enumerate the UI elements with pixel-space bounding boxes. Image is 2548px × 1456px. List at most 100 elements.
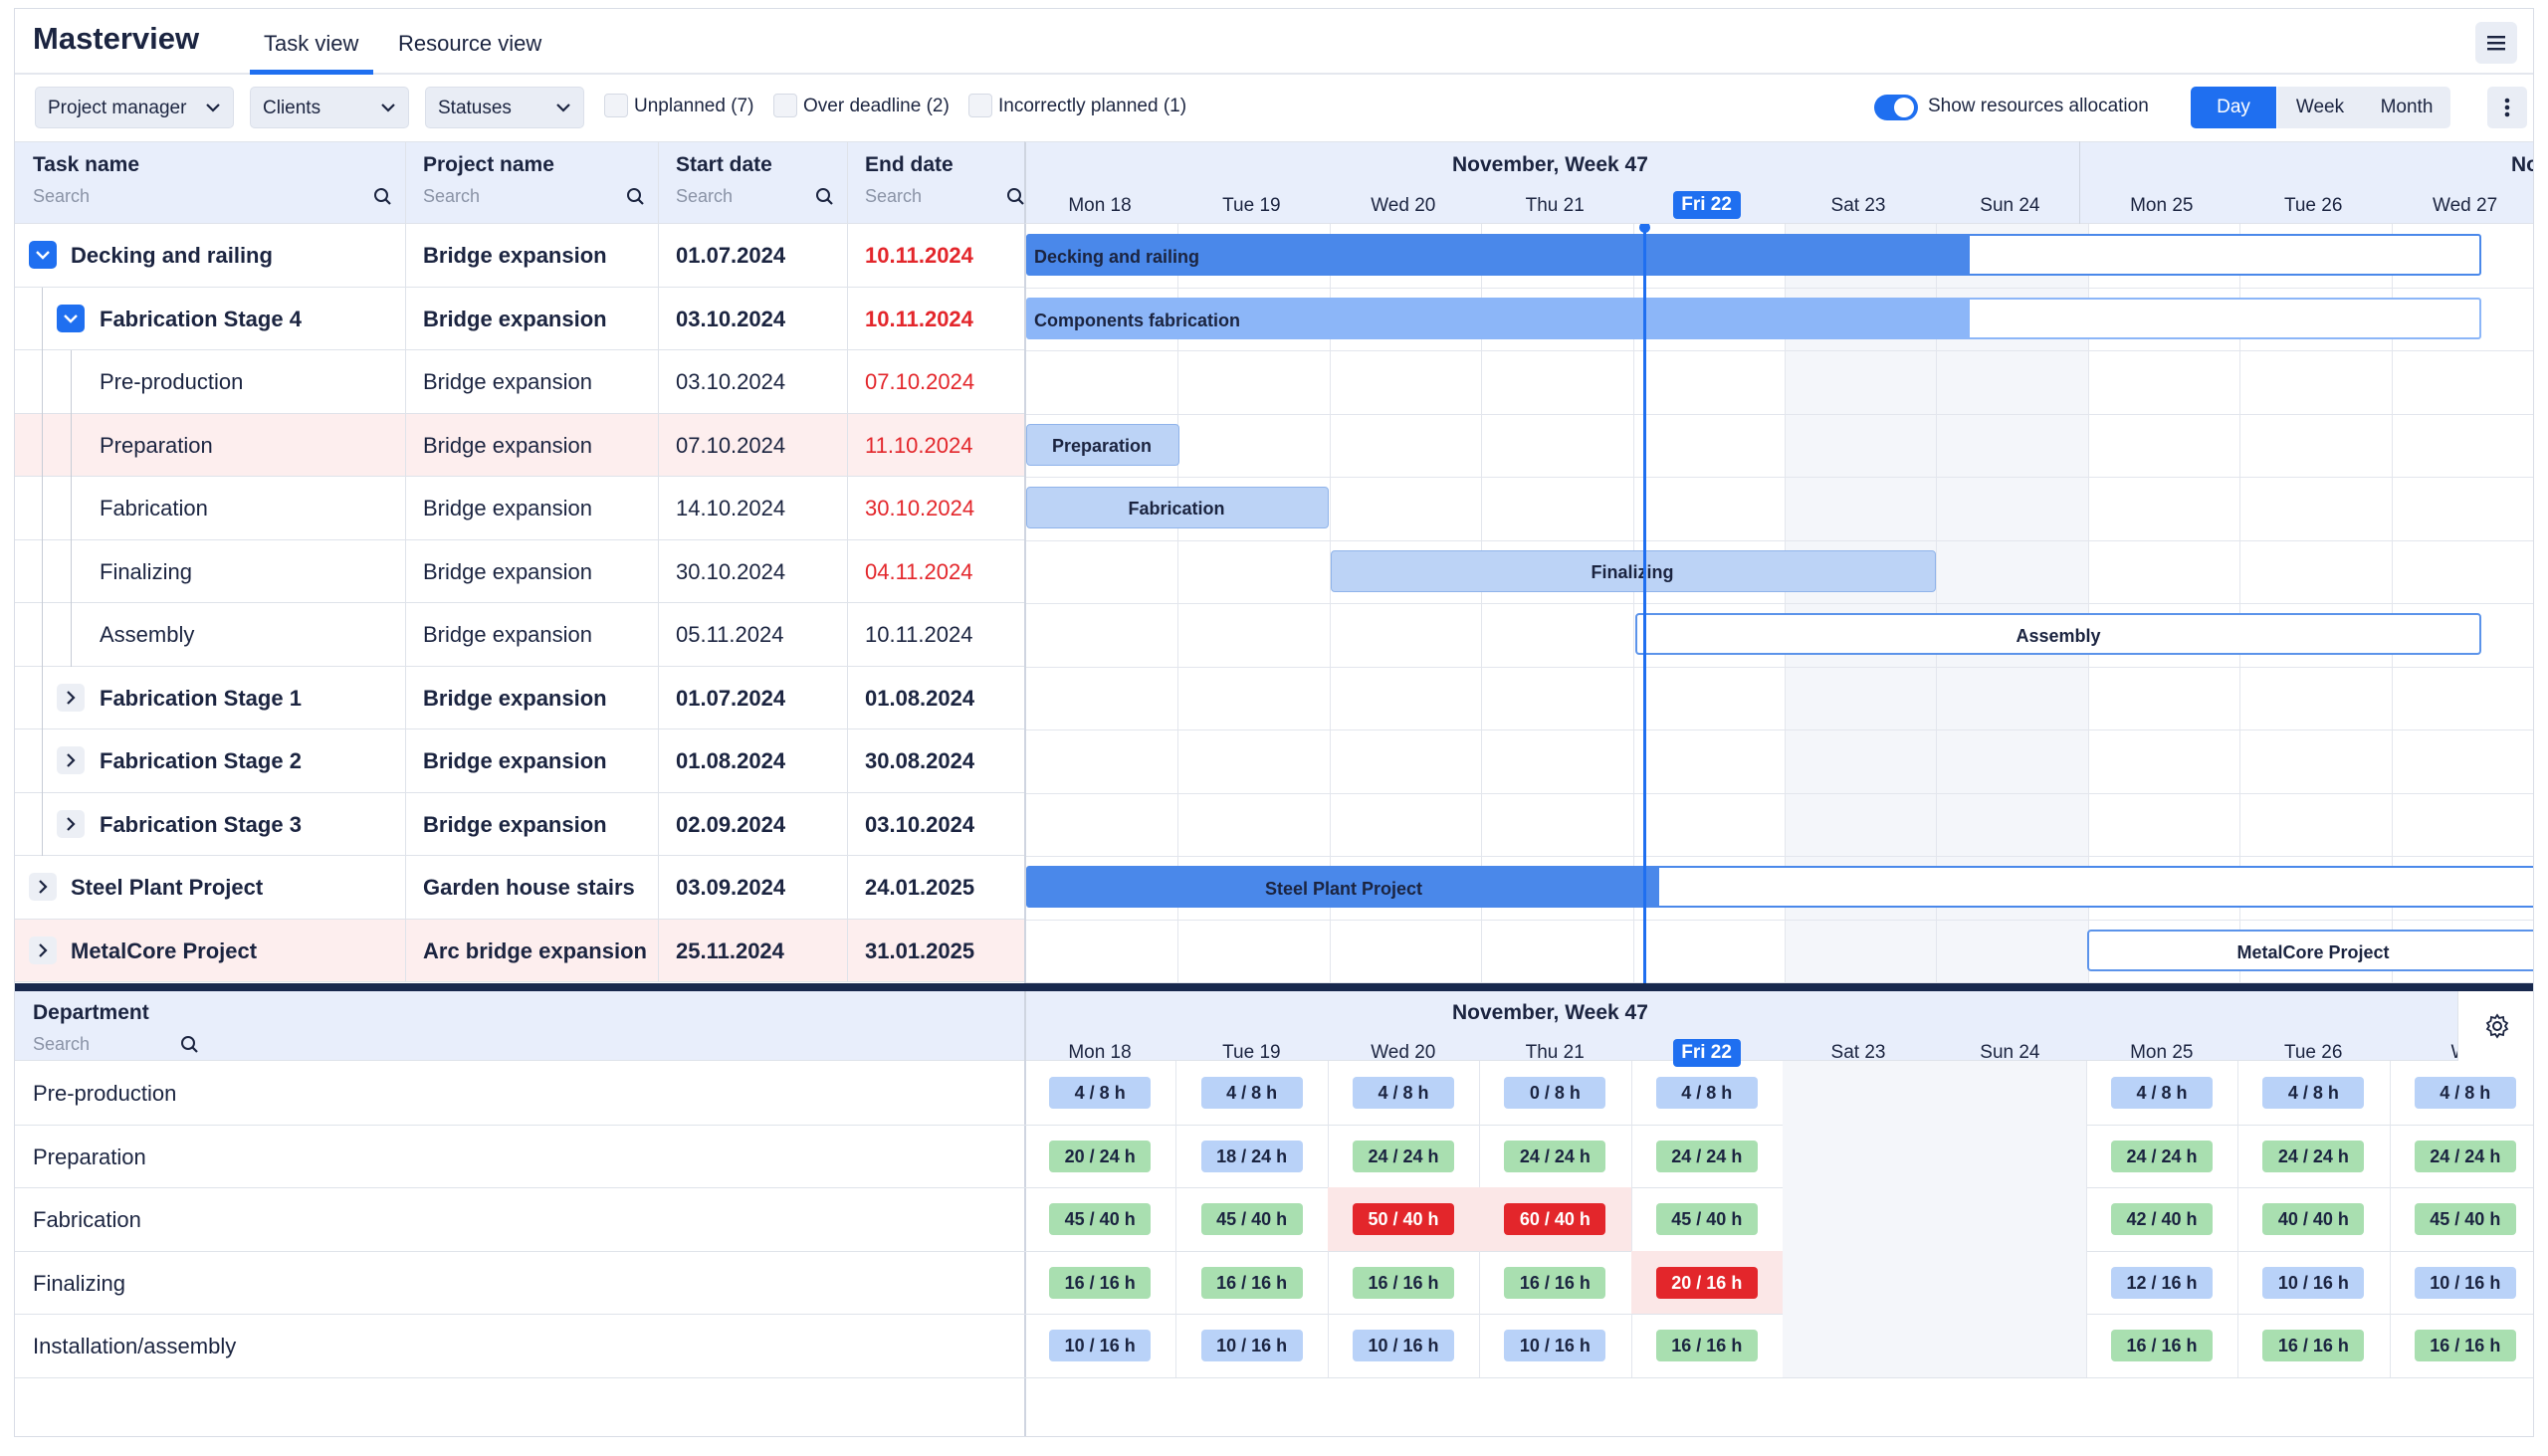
column-search-input[interactable]: Search — [676, 186, 734, 206]
allocation-chip[interactable]: 10 / 16 h — [1049, 1330, 1152, 1361]
day-label[interactable]: Sat 23 — [1830, 1042, 1886, 1063]
day-label[interactable]: Wed 20 — [1371, 1042, 1436, 1063]
start-date[interactable]: 14.10.2024 — [676, 496, 786, 520]
day-label[interactable]: Tue 26 — [2283, 1042, 2343, 1063]
start-date[interactable]: 05.11.2024 — [676, 622, 784, 647]
allocation-chip[interactable]: 16 / 16 h — [2414, 1330, 2516, 1361]
table-row[interactable]: Fabrication Stage 2 Bridge expansion 01.08… — [15, 729, 1024, 793]
task-name[interactable]: Fabrication Stage 3 — [100, 811, 302, 837]
allocation-chip[interactable]: 45 / 40 h — [2414, 1203, 2516, 1235]
allocation-chip[interactable]: 24 / 24 h — [1353, 1140, 1454, 1172]
project-name[interactable]: Bridge expansion — [423, 685, 607, 711]
tab-task-view[interactable]: Task view — [264, 31, 359, 56]
expand-button[interactable] — [57, 809, 85, 838]
start-date[interactable]: 30.10.2024 — [676, 558, 786, 584]
end-date[interactable]: 07.10.2024 — [865, 369, 975, 394]
task-name[interactable]: Fabrication — [100, 496, 208, 520]
task-name[interactable]: Pre-production — [100, 369, 244, 394]
start-date[interactable]: 07.10.2024 — [676, 432, 786, 458]
allocation-chip[interactable]: 45 / 40 h — [1200, 1203, 1303, 1235]
column-search-input[interactable]: Search — [865, 186, 923, 206]
project-name[interactable]: Bridge expansion — [423, 811, 607, 837]
table-row[interactable]: Fabrication Stage 1 Bridge expansion 01.07… — [15, 666, 1024, 729]
gantt-bar[interactable]: Fabrication — [1026, 487, 1329, 528]
unplanned-checkbox[interactable] — [604, 94, 628, 117]
project-name[interactable]: Bridge expansion — [423, 496, 593, 520]
start-date[interactable]: 03.09.2024 — [676, 875, 786, 900]
allocation-chip[interactable]: 12 / 16 h — [2111, 1266, 2213, 1299]
allocation-chip[interactable]: 0 / 8 h — [1504, 1077, 1606, 1109]
statuses-dropdown[interactable]: Statuses — [425, 87, 584, 128]
project-name[interactable]: Bridge expansion — [423, 432, 593, 458]
allocation-chip[interactable]: 10 / 16 h — [1200, 1330, 1303, 1361]
start-date[interactable]: 01.07.2024 — [676, 685, 786, 711]
table-row[interactable]: Pre-production Bridge expansion 03.10.2024… — [15, 350, 1024, 414]
column-search-input[interactable]: Search — [33, 186, 91, 206]
expand-button[interactable] — [29, 936, 57, 964]
allocation-chip[interactable]: 16 / 16 h — [2262, 1330, 2365, 1361]
end-date[interactable]: 10.11.2024 — [865, 306, 973, 331]
allocation-chip[interactable]: 24 / 24 h — [1504, 1140, 1606, 1172]
allocation-chip[interactable]: 10 / 16 h — [2414, 1266, 2516, 1299]
column-header[interactable]: Task name — [33, 153, 139, 176]
allocation-chip[interactable]: 16 / 16 h — [1049, 1266, 1152, 1299]
day-label[interactable]: Tue 19 — [1222, 195, 1281, 216]
end-date[interactable]: 30.08.2024 — [865, 748, 975, 773]
department-name[interactable]: Finalizing — [33, 1270, 125, 1296]
task-name[interactable]: Fabrication Stage 1 — [100, 685, 302, 711]
table-row[interactable]: Fabrication Stage 3 Bridge expansion 02.09… — [15, 792, 1024, 856]
day-label[interactable]: Tue 19 — [1222, 1042, 1281, 1063]
allocation-chip[interactable]: 45 / 40 h — [1655, 1203, 1758, 1235]
tab-resource-view[interactable]: Resource view — [398, 31, 542, 56]
day-label[interactable]: Mon 18 — [1068, 195, 1132, 216]
project-name[interactable]: Bridge expansion — [423, 558, 593, 584]
allocation-chip[interactable]: 4 / 8 h — [1049, 1077, 1152, 1109]
view-month-button[interactable]: Month — [2363, 87, 2450, 128]
gantt-bar-label[interactable]: Preparation — [1051, 435, 1153, 456]
gantt-bar[interactable]: Preparation — [1026, 423, 1179, 466]
allocation-chip[interactable]: 16 / 16 h — [1353, 1266, 1454, 1299]
allocation-chip[interactable]: 40 / 40 h — [2262, 1203, 2365, 1235]
allocation-chip[interactable]: 10 / 16 h — [1353, 1330, 1454, 1361]
allocation-chip[interactable]: 16 / 16 h — [1200, 1266, 1303, 1299]
project-name[interactable]: Bridge expansion — [423, 748, 607, 773]
gantt-bar[interactable]: Components fabrication — [1026, 297, 2481, 339]
day-label[interactable]: Sun 24 — [1980, 195, 2040, 216]
allocation-chip[interactable]: 16 / 16 h — [1504, 1266, 1606, 1299]
department-name[interactable]: Fabrication — [33, 1207, 141, 1232]
allocation-chip[interactable]: 10 / 16 h — [1504, 1330, 1606, 1361]
allocation-chip[interactable]: 18 / 24 h — [1200, 1140, 1303, 1172]
table-row[interactable]: MetalCore Project Arc bridge expansion 25.… — [15, 919, 1024, 982]
task-name[interactable]: Fabrication Stage 4 — [100, 306, 302, 331]
clients-dropdown[interactable]: Clients — [250, 87, 409, 128]
today-day-label[interactable]: Fri 22 — [1672, 191, 1741, 219]
end-date[interactable]: 31.01.2025 — [865, 937, 975, 963]
day-label[interactable]: Mon 25 — [2130, 1042, 2194, 1063]
expand-button[interactable] — [29, 873, 57, 901]
project-name[interactable]: Arc bridge expansion — [423, 937, 647, 963]
end-date[interactable]: 30.10.2024 — [865, 496, 975, 520]
task-name[interactable]: MetalCore Project — [71, 937, 258, 963]
gantt-bar-label[interactable]: Steel Plant Project — [1264, 879, 1423, 899]
end-date[interactable]: 04.11.2024 — [865, 558, 973, 584]
more-options-button[interactable] — [2487, 87, 2527, 128]
today-day-label[interactable]: Fri 22 — [1672, 1039, 1741, 1067]
allocation-chip[interactable]: 50 / 40 h — [1353, 1203, 1454, 1235]
column-header[interactable]: End date — [865, 153, 954, 176]
gantt-bar[interactable]: Steel Plant Project — [1026, 866, 2533, 908]
day-label[interactable]: Tue 26 — [2283, 195, 2343, 216]
project-manager-dropdown[interactable]: Project manager — [35, 87, 234, 128]
project-name[interactable]: Bridge expansion — [423, 369, 593, 394]
allocation-chip[interactable]: 4 / 8 h — [1353, 1077, 1454, 1109]
task-name[interactable]: Steel Plant Project — [71, 875, 264, 900]
allocation-chip[interactable]: 20 / 24 h — [1049, 1140, 1152, 1172]
end-date[interactable]: 11.10.2024 — [865, 432, 973, 458]
hamburger-menu-button[interactable] — [2475, 22, 2517, 64]
day-label[interactable]: Thu 21 — [1525, 1042, 1585, 1063]
expand-button[interactable] — [57, 683, 85, 712]
gantt-bar-label[interactable]: MetalCore Project — [2236, 941, 2390, 962]
column-header[interactable]: Project name — [423, 153, 554, 176]
expand-button[interactable] — [57, 746, 85, 774]
collapse-button[interactable] — [29, 241, 57, 269]
incorrectly-planned-checkbox[interactable] — [968, 94, 992, 117]
